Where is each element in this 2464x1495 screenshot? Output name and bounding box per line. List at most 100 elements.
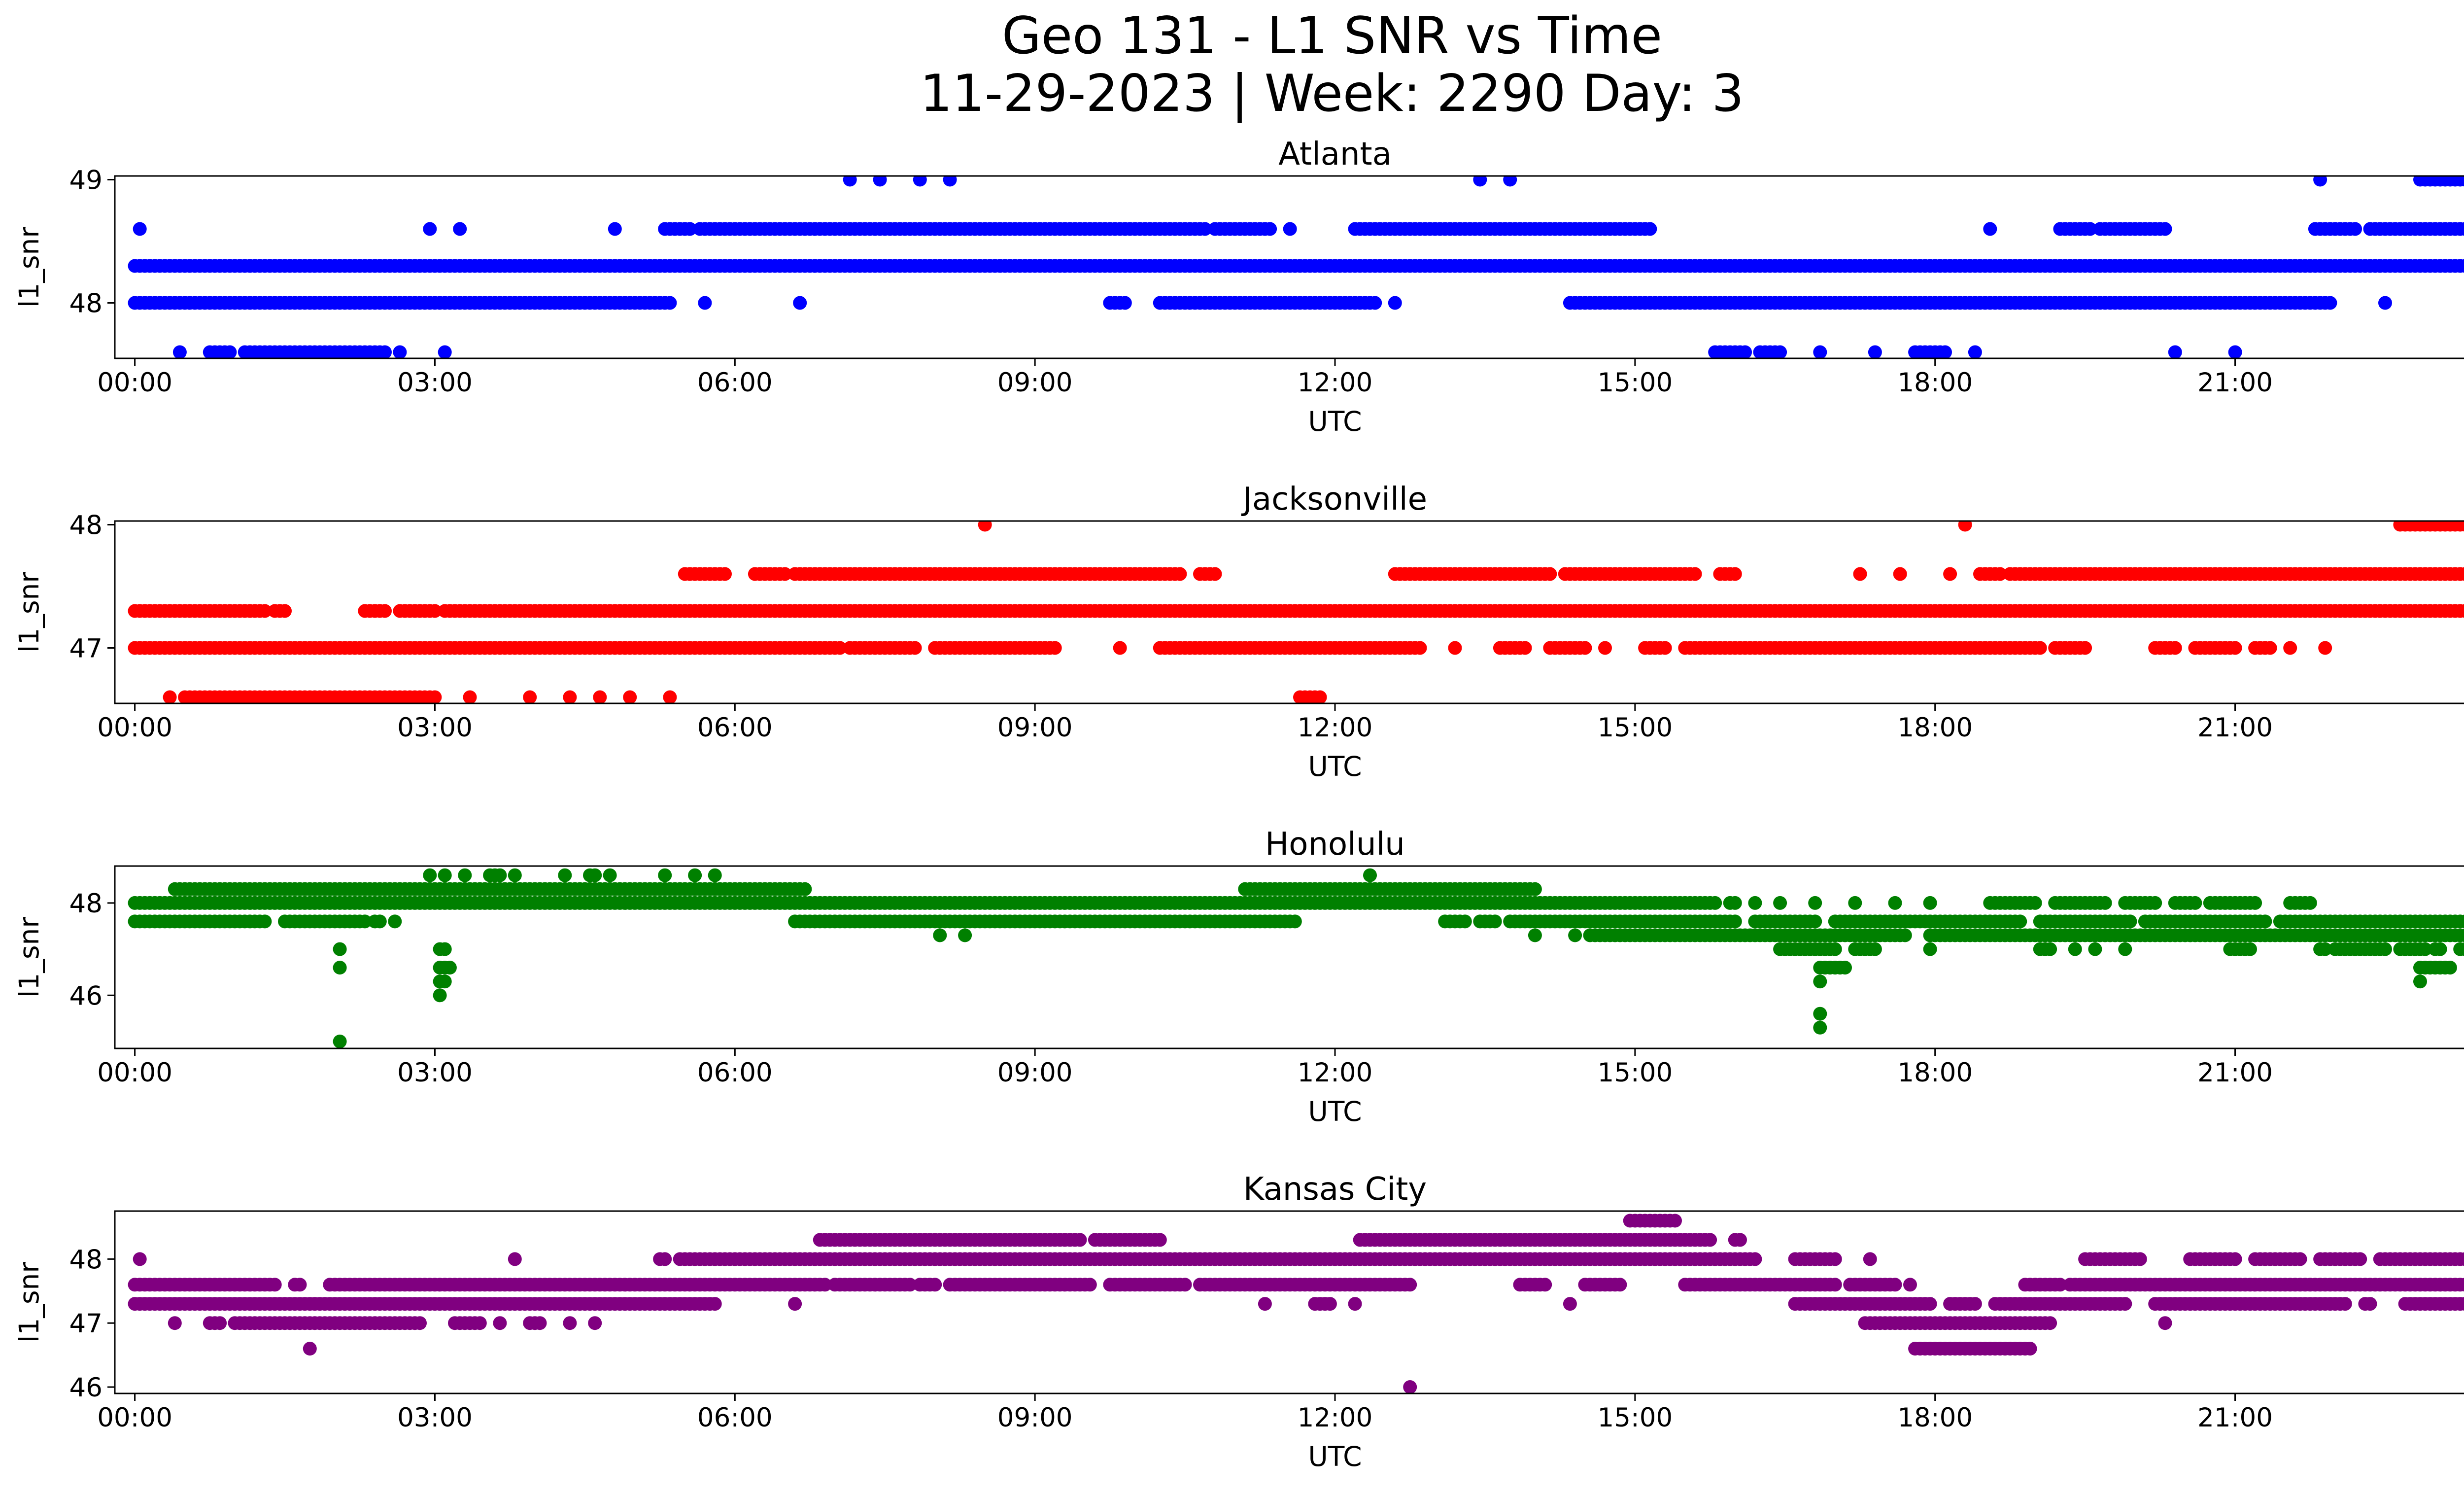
data-point [1983,222,1997,236]
data-point [258,604,272,618]
data-point [2458,176,2464,187]
data-point [1968,1297,1982,1311]
x-tick-label: 15:00 [1597,368,1673,398]
data-point [163,690,177,703]
data-point [2458,1297,2464,1311]
data-point [2033,641,2047,655]
x-tick-label: 12:00 [1298,1403,1373,1433]
data-point [1363,868,1377,882]
x-tick-label: 18:00 [1897,1403,1973,1433]
x-tick-label: 21:00 [2197,1058,2273,1088]
y-tick-label: 49 [69,166,103,196]
x-tick-label: 03:00 [397,1403,473,1433]
data-point [958,928,972,942]
data-point [1348,1297,1362,1311]
x-tick-label: 06:00 [697,713,773,743]
x-tick-label: 09:00 [997,1403,1073,1433]
data-point [1458,914,1472,929]
data-point [2243,942,2257,956]
data-point [1388,296,1402,310]
data-point [1083,1278,1097,1292]
data-point [708,1297,722,1311]
data-point [278,604,292,618]
data-point [1728,896,1742,910]
data-point [1993,567,2007,581]
data-point [433,988,447,1003]
data-point [1813,1007,1827,1021]
x-tick-label: 09:00 [997,368,1073,398]
data-point [1613,1278,1627,1292]
x-axis-label: UTC [1308,751,1362,782]
data-point [2313,176,2327,187]
data-point [2168,345,2182,358]
data-point [1888,896,1902,910]
data-point [2078,641,2092,655]
figure-title-line1: Geo 131 - L1 SNR vs Time [1002,6,1662,66]
scatter-points [128,868,2464,1048]
data-point [1813,974,1827,989]
data-point [2158,1316,2172,1330]
data-point [358,914,372,929]
data-point [2053,1278,2067,1292]
data-point [1813,345,1827,358]
data-point [1848,896,1862,910]
data-point [798,882,812,896]
subplot-title: Jacksonville [1241,481,1427,518]
x-tick-label: 00:00 [97,1058,172,1088]
data-point [223,345,237,358]
x-tick-label: 03:00 [397,368,473,398]
x-tick-label: 12:00 [1298,368,1373,398]
data-point [1938,345,1952,358]
data-point [1853,567,1867,581]
data-point [1403,1380,1417,1393]
data-point [563,690,577,703]
data-point [2433,942,2447,956]
data-point [1288,914,1302,929]
x-axis-label: UTC [1308,1096,1362,1127]
data-point [2028,896,2042,910]
data-point [333,942,347,956]
data-point [1923,1297,1937,1311]
data-point [303,1342,317,1356]
data-point [2228,345,2242,358]
x-tick-label: 21:00 [2197,1403,2273,1433]
data-point [1568,928,1582,942]
data-point [1313,690,1327,703]
data-point [688,868,702,882]
x-tick-label: 21:00 [2197,368,2273,398]
data-point [1898,928,1912,942]
x-tick-label: 00:00 [97,368,172,398]
data-point [2013,914,2027,929]
data-point [718,567,732,581]
data-point [1153,1233,1167,1247]
data-point [2158,222,2172,236]
data-point [1738,345,1752,358]
data-point [978,521,992,532]
data-point [172,345,187,358]
data-point [378,345,392,358]
data-point [698,296,712,310]
x-axis-label: UTC [1308,1441,1362,1472]
data-point [1728,567,1742,581]
data-point [333,1034,347,1048]
data-point [933,928,947,942]
data-point [2413,974,2427,989]
data-point [2443,961,2457,975]
data-point [438,868,452,882]
data-point [1828,1252,1842,1266]
data-point [908,641,922,655]
data-point [1808,896,1822,910]
data-point [2168,641,2182,655]
data-point [1178,1278,1192,1292]
data-point [2263,641,2277,655]
data-point [428,690,442,703]
data-point [1368,296,1382,310]
x-tick-label: 18:00 [1897,713,1973,743]
data-point [2458,567,2464,581]
data-point [708,868,722,882]
data-point [1578,641,1592,655]
x-tick-label: 06:00 [697,368,773,398]
data-point [1528,928,1542,942]
x-tick-label: 12:00 [1298,713,1373,743]
